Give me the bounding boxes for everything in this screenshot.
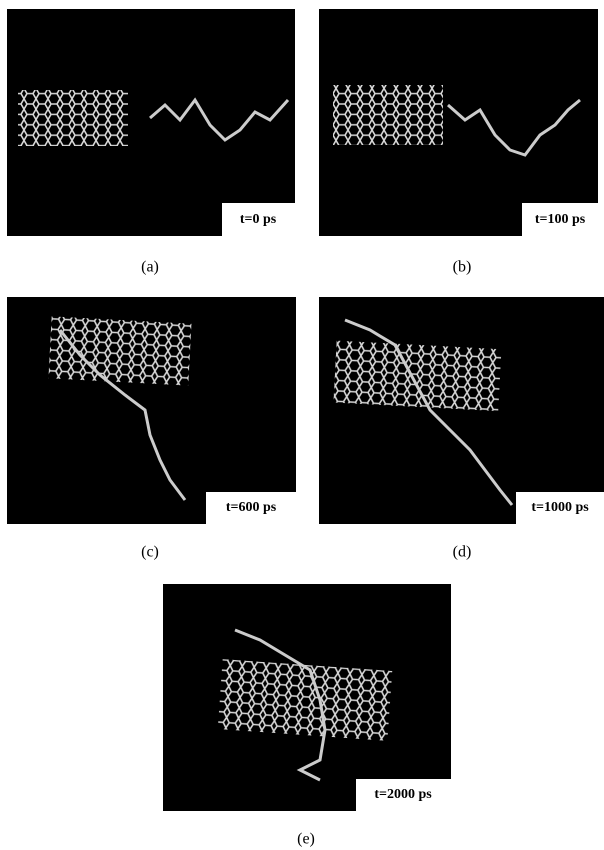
time-label: t=1000 ps — [531, 500, 589, 515]
nanotube — [18, 90, 128, 146]
time-label: t=100 ps — [535, 212, 586, 227]
panel-d: t=1000 ps — [319, 297, 604, 524]
nanotube — [218, 659, 392, 741]
caption: (c) — [141, 544, 159, 561]
caption: (e) — [297, 831, 315, 848]
panel-c: t=600 ps — [7, 297, 296, 524]
caption: (b) — [453, 259, 472, 276]
panel-e: t=2000 ps — [163, 584, 451, 811]
time-label: t=600 ps — [226, 500, 277, 515]
nanotube — [333, 341, 501, 412]
figure: t=0 ps (a) t=100 ps (b) t=600 ps (c) t=1… — [0, 0, 604, 850]
nanotube — [48, 316, 191, 385]
panel-background — [319, 297, 604, 524]
panel-a: t=0 ps — [7, 9, 295, 236]
nanotube — [333, 85, 443, 145]
caption: (a) — [141, 259, 159, 276]
caption: (d) — [453, 544, 472, 561]
time-label: t=2000 ps — [374, 787, 432, 802]
time-label: t=0 ps — [240, 212, 277, 227]
panel-b: t=100 ps — [319, 9, 598, 236]
